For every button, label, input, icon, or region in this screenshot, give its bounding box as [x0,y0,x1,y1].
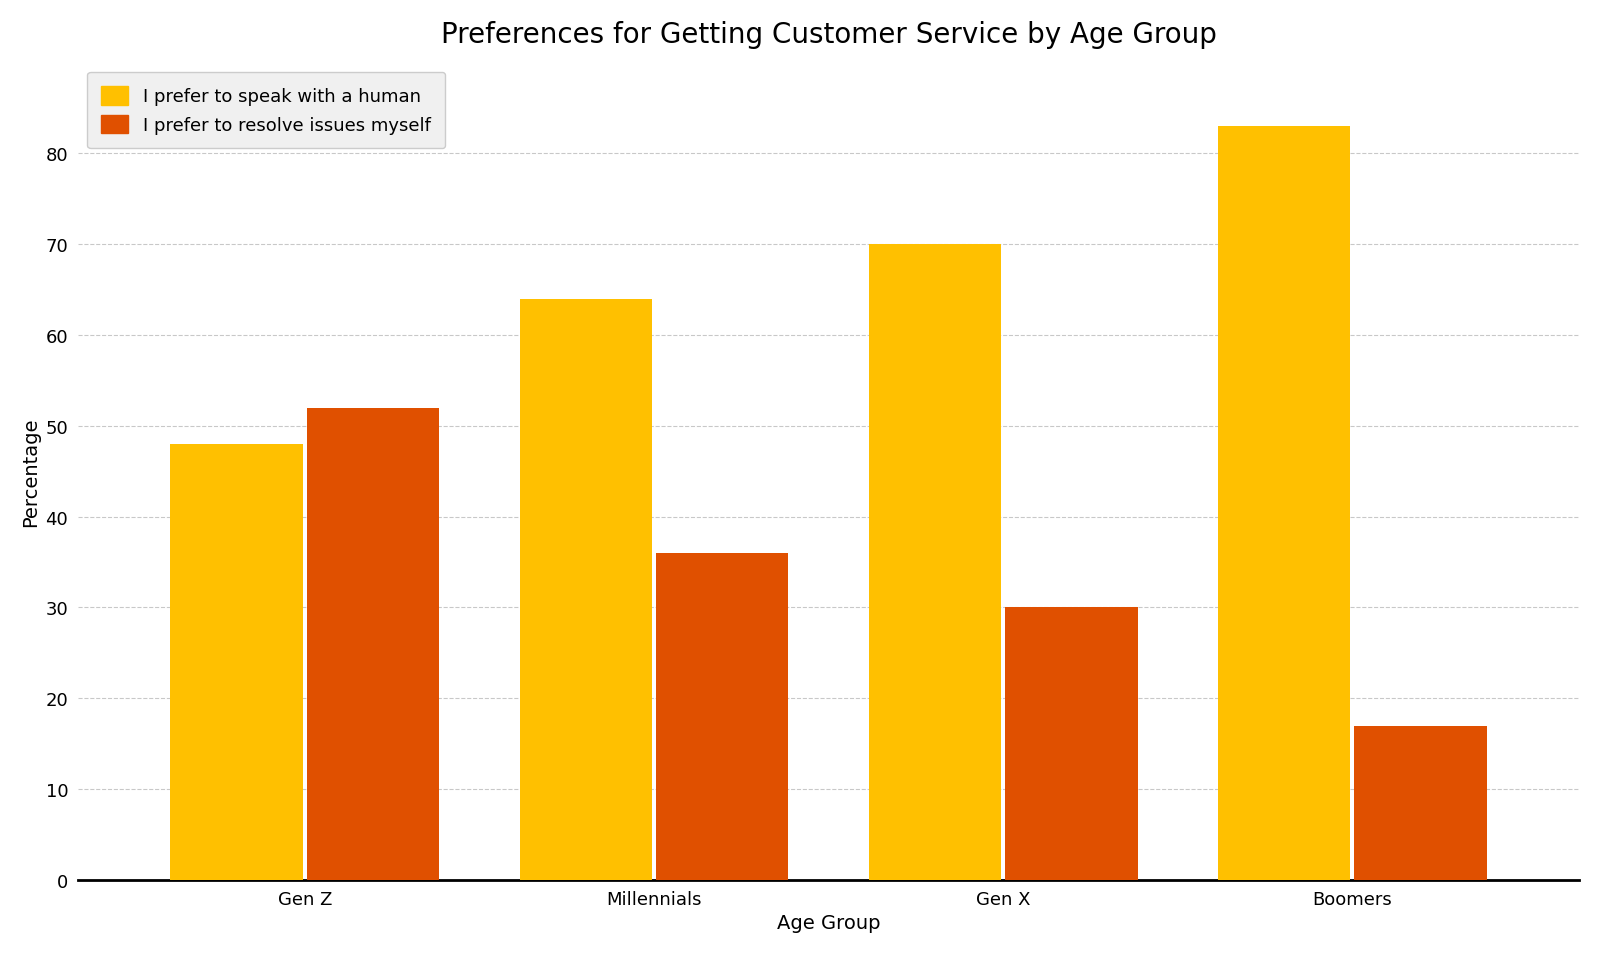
Bar [520,299,653,880]
Bar [1354,726,1486,880]
Y-axis label: Percentage: Percentage [21,417,40,526]
Bar [869,245,1002,880]
X-axis label: Age Group: Age Group [776,913,880,932]
Bar [170,444,302,880]
Legend: I prefer to speak with a human, I prefer to resolve issues myself: I prefer to speak with a human, I prefer… [86,72,445,150]
Bar [1218,127,1350,880]
Bar [1005,608,1138,880]
Bar [656,554,789,880]
Bar [307,408,440,880]
Title: Preferences for Getting Customer Service by Age Group: Preferences for Getting Customer Service… [440,21,1216,49]
